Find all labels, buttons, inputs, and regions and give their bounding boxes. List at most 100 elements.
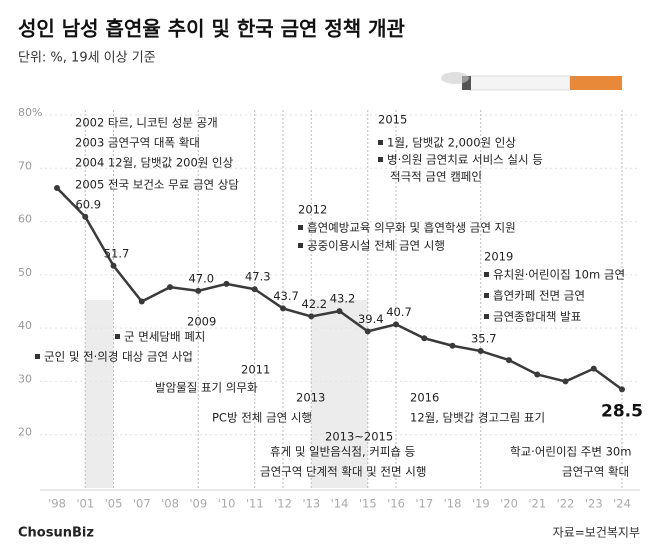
data-point xyxy=(251,286,258,293)
data-point xyxy=(336,308,343,315)
shaded-period xyxy=(85,300,114,488)
annotation: 학교·어린이집 주변 30m xyxy=(510,445,631,459)
data-point xyxy=(619,386,625,393)
bullet xyxy=(484,314,489,319)
x-tick-label: '09 xyxy=(189,497,207,511)
x-tick-label: '24 xyxy=(613,497,631,511)
x-tick-label: '14 xyxy=(331,497,349,511)
data-point xyxy=(82,213,89,220)
annotation: 2009 xyxy=(187,315,216,329)
bullet xyxy=(35,354,40,359)
x-tick-label: '98 xyxy=(48,497,66,511)
data-point xyxy=(534,371,541,378)
y-tick-label: 30 xyxy=(18,372,32,385)
x-tick-label: '10 xyxy=(218,497,236,511)
background-layer xyxy=(40,110,640,491)
bullet xyxy=(115,334,120,339)
annotation: 2016 xyxy=(410,391,439,405)
y-tick-label: 40 xyxy=(18,319,32,332)
annotation: 흡연카페 전면 금연 xyxy=(493,289,585,303)
data-point xyxy=(590,365,597,372)
chart-title: 성인 남성 흡연율 추이 및 한국 금연 정책 개관 xyxy=(18,17,406,41)
data-point xyxy=(393,321,399,328)
x-tick-label: '22 xyxy=(557,497,575,511)
x-tick-label: '05 xyxy=(105,497,123,511)
annotation: 2004 12월, 담뱃값 200원 인상 xyxy=(75,156,234,170)
logo: ChosunBiz xyxy=(18,526,94,541)
annotation: 2003 금연구역 대폭 확대 xyxy=(75,136,200,150)
annotation: 휴게 및 일반음식점, 커피숍 등 xyxy=(270,445,415,459)
source: 자료=보건복지부 xyxy=(553,526,640,540)
annotation: PC방 전체 금연 시행 xyxy=(212,411,312,425)
annotation: 유치원·어린이집 10m 금연 xyxy=(493,268,625,282)
annotation: 흡연예방교육 의무화 및 흡연학생 금연 지원 xyxy=(307,221,516,235)
data-point xyxy=(167,284,173,291)
x-tick-label: '21 xyxy=(528,497,546,511)
value-label: 51.7 xyxy=(104,246,130,260)
x-tick-label: '12 xyxy=(274,497,292,511)
annotation: 군인 및 전·의경 대상 금연 사업 xyxy=(44,350,193,364)
annotation: 12월, 담뱃갑 경고그림 표기 xyxy=(410,411,545,425)
annotation: 2005 전국 보건소 무료 금연 상담 xyxy=(75,178,239,192)
value-label: 28.5 xyxy=(601,401,643,421)
data-point xyxy=(223,280,230,287)
value-label: 43.2 xyxy=(330,292,356,306)
x-tick-label: '20 xyxy=(500,497,518,511)
annotation: 적극적 금연 캠페인 xyxy=(390,170,482,184)
data-point xyxy=(477,348,484,355)
data-point xyxy=(308,313,315,320)
annotation: 금연종합대책 발표 xyxy=(493,310,581,324)
data-point xyxy=(364,328,371,335)
annotation: 2002 타르, 니코틴 성분 공개 xyxy=(75,116,218,130)
annotation: 1월, 담뱃값 2,000원 인상 xyxy=(387,136,516,150)
annotation: 2011 xyxy=(241,363,270,377)
shaded-period xyxy=(311,300,368,488)
data-point xyxy=(54,185,60,192)
bullet xyxy=(484,293,489,298)
bullet xyxy=(378,157,383,162)
x-tick-label: '13 xyxy=(302,497,320,511)
data-point xyxy=(449,342,456,349)
annotation: 2013 xyxy=(296,391,325,405)
annotation: 2019 xyxy=(484,250,513,264)
annotation: 군 면세담배 폐지 xyxy=(124,330,205,344)
bullet xyxy=(298,243,303,248)
annotation: 2015 xyxy=(378,113,407,127)
x-tick-label: '07 xyxy=(133,497,151,511)
value-label: 35.7 xyxy=(471,332,497,346)
annotation: 2013~2015 xyxy=(325,430,393,444)
x-tick-label: '17 xyxy=(415,497,433,511)
value-label: 42.2 xyxy=(301,297,327,311)
bullet xyxy=(298,225,303,230)
annotation: 공중이용시설 전체 금연 시행 xyxy=(307,239,445,253)
bullet xyxy=(484,272,489,277)
x-tick-label: '11 xyxy=(246,497,264,511)
x-tick-label: '01 xyxy=(76,497,94,511)
data-point xyxy=(421,335,428,342)
value-label: 43.7 xyxy=(273,289,299,303)
value-label: 47.0 xyxy=(188,271,214,285)
cigarette-illustration xyxy=(441,72,622,91)
annotation: 금연구역 단계적 확대 및 전면 시행 xyxy=(260,465,426,479)
x-tick-label: '16 xyxy=(387,497,405,511)
data-point xyxy=(138,298,145,305)
x-tick-label: '18 xyxy=(444,497,462,511)
y-tick-label: 70 xyxy=(18,159,32,172)
y-tick-label: 20 xyxy=(18,426,32,439)
data-point xyxy=(506,357,512,364)
x-tick-label: '08 xyxy=(161,497,179,511)
annotation: 병·의원 금연치료 서비스 실시 등 xyxy=(387,153,543,167)
annotation: 발암물질 표기 의무화 xyxy=(155,381,258,395)
y-tick-label: 60 xyxy=(18,213,32,226)
annotation: 금연구역 확대 xyxy=(562,465,629,479)
data-point xyxy=(280,305,286,312)
value-label: 40.7 xyxy=(386,305,412,319)
bullet xyxy=(378,140,383,145)
x-tick-label: '19 xyxy=(472,497,490,511)
data-point xyxy=(195,287,202,294)
value-label: 39.4 xyxy=(358,312,384,326)
data-point xyxy=(110,262,117,269)
annotation: 2012 xyxy=(298,203,327,217)
x-tick-label: '15 xyxy=(359,497,377,511)
